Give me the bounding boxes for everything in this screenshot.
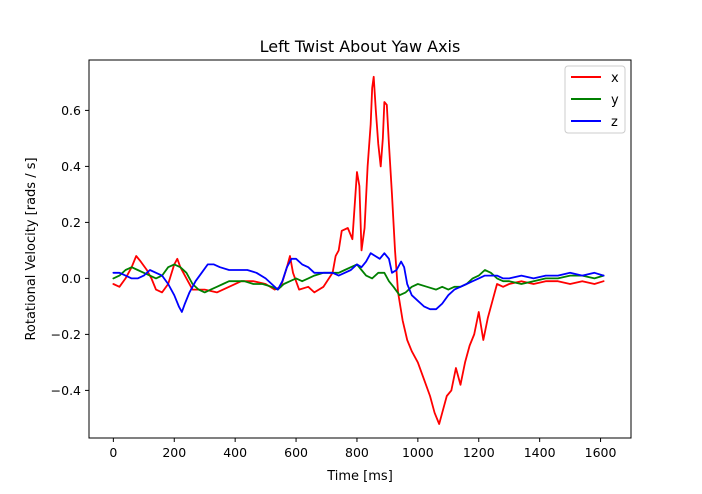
x-tick-label: 0 [109,445,117,460]
series-line-y [112,263,605,297]
x-tick-label: 1000 [402,445,434,460]
y-tick-label: 0.4 [61,159,81,174]
legend-label-x: x [611,71,619,86]
series-layer [112,75,605,425]
x-tick-label: 600 [284,445,308,460]
y-tick-label: −0.2 [51,327,81,342]
y-axis-label: Rotational Velocity [rads / s] [24,157,39,340]
plot-frame [88,59,632,439]
x-axis-label: Time [ms] [326,469,393,484]
x-tick-label: 800 [345,445,369,460]
legend-label-y: y [611,93,619,108]
y-tick-label: 0.6 [61,103,81,118]
y-tick-label: −0.4 [51,383,81,398]
x-tick-label: 200 [162,445,186,460]
x-tick-label: 1600 [585,445,617,460]
x-tick-label: 1200 [463,445,495,460]
series-line-z [112,252,605,313]
x-tick-label: 1400 [524,445,556,460]
legend-label-z: z [611,115,618,130]
x-tick-label: 400 [223,445,247,460]
ticks-layer: 0 200 400 600 800 1000 1200 1400 1600 −0.4 −0.2 0.0… [51,103,617,460]
y-tick-label: 0.0 [61,271,81,286]
y-tick-label: 0.2 [61,215,81,230]
legend: xyz [564,65,626,134]
series-line-x [112,75,605,425]
chart-title: Left Twist About Yaw Axis [260,37,461,56]
